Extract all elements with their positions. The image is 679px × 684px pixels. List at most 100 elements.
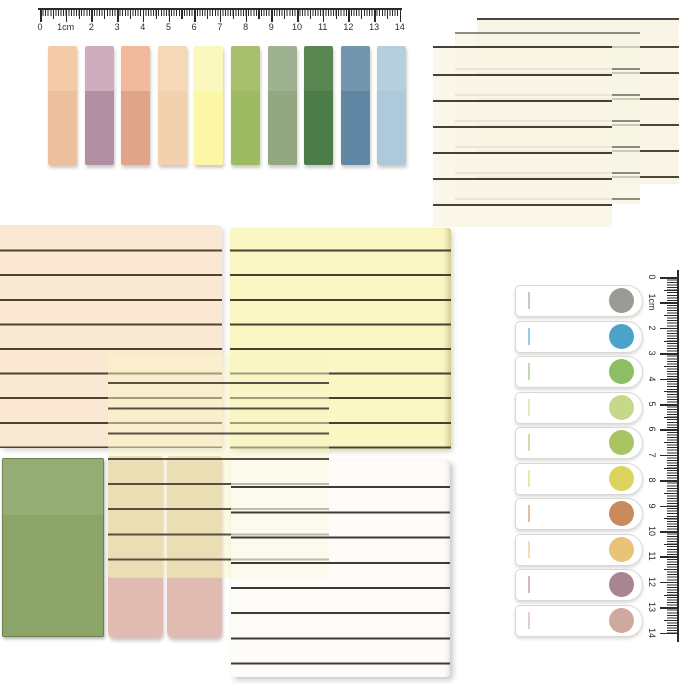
cm-tick — [245, 8, 248, 22]
tab-tick — [528, 398, 530, 416]
cm-tick — [65, 8, 68, 22]
ruler-number: 14 — [647, 627, 657, 638]
ruler-number: 4 — [647, 376, 657, 382]
tab-tick — [528, 434, 530, 451]
half-cm-tick — [664, 492, 677, 495]
cm-tick — [194, 8, 196, 22]
tab-strip-light-tan — [157, 46, 187, 165]
half-cm-tick — [664, 543, 677, 545]
tab-tick — [528, 576, 530, 593]
white-lined-pad — [231, 460, 450, 677]
ruler-number: 12 — [647, 576, 657, 587]
cm-tick — [374, 8, 376, 22]
ruler-number: 0 — [647, 274, 657, 280]
index-tab-dusty-pink — [515, 604, 643, 637]
half-cm-tick — [664, 289, 677, 291]
tab-strip-steel-blue — [340, 46, 370, 165]
ruler-number: 11 — [647, 551, 657, 562]
half-cm-tick — [284, 8, 286, 19]
ruler-number: 1cm — [57, 22, 75, 32]
cm-tick — [660, 378, 677, 381]
half-cm-tick — [664, 365, 677, 368]
cm-tick — [660, 302, 677, 304]
ruler-number: 7 — [647, 452, 657, 458]
cm-tick — [271, 8, 273, 22]
color-dot-icon — [609, 536, 634, 562]
cm-tick — [168, 8, 170, 22]
half-cm-tick — [664, 315, 677, 317]
half-cm-tick — [664, 391, 677, 393]
index-tab-blue — [515, 320, 643, 353]
tab-strip-dark-green — [304, 46, 334, 165]
cm-tick — [322, 8, 325, 22]
ruled-lines — [231, 462, 450, 677]
tab-strip-pale-yellow — [194, 46, 224, 165]
cm-tick — [40, 8, 42, 22]
half-cm-tick — [52, 8, 55, 19]
half-cm-tick — [664, 594, 677, 596]
ruler-number: 5 — [165, 22, 171, 32]
color-tab-strips — [0, 46, 440, 166]
ruler-number: 1cm — [647, 293, 657, 311]
ruler-number: 3 — [647, 350, 657, 356]
ruler-number: 14 — [394, 22, 405, 32]
tab-strip-sage — [267, 46, 297, 165]
ruler-number: 7 — [217, 22, 223, 32]
cm-tick — [660, 607, 677, 609]
ruler-number: 13 — [369, 22, 380, 32]
index-tab-mauve — [515, 569, 643, 601]
ruler-baseline — [677, 270, 679, 642]
cm-tick — [660, 480, 677, 482]
ruler-number: 0 — [37, 22, 43, 32]
cm-tick — [660, 353, 677, 355]
ruler-number: 5 — [647, 401, 657, 407]
index-tab-olive-green — [515, 427, 643, 459]
tab-tick — [528, 469, 530, 487]
cm-tick — [660, 556, 677, 558]
color-dot-icon — [609, 288, 634, 313]
tab-strip-peach — [48, 46, 77, 165]
cm-tick — [660, 632, 677, 635]
cm-tick — [348, 8, 350, 22]
ruler-number: 11 — [318, 22, 328, 32]
index-tab-green — [515, 356, 643, 388]
color-dot-icon — [609, 501, 634, 526]
half-cm-tick — [664, 518, 677, 520]
cm-tick — [660, 327, 677, 330]
cm-tick — [219, 8, 222, 22]
ruler-number: 13 — [647, 602, 657, 613]
half-cm-tick — [78, 8, 80, 19]
ruler-number: 12 — [343, 22, 354, 32]
top-ruler: 0 1cm 2 3 4 5 6 7 8 9 10 11 12 13 14 — [0, 0, 420, 36]
green-pad — [2, 458, 104, 637]
ruler-number: 3 — [114, 22, 120, 32]
tab-tick — [528, 363, 530, 380]
half-cm-tick — [258, 8, 260, 19]
ruler-number: 2 — [88, 22, 94, 32]
index-tab-terracotta — [515, 498, 643, 530]
half-cm-tick — [181, 8, 183, 19]
color-dot-icon — [609, 465, 634, 491]
half-cm-tick — [104, 8, 106, 19]
color-dot-icon — [609, 394, 634, 420]
index-tab-yellow — [515, 462, 643, 495]
half-cm-tick — [361, 8, 363, 19]
ruler-number: 9 — [268, 22, 274, 32]
tab-strip-yellow-green — [231, 46, 260, 165]
ruler-number: 10 — [291, 22, 302, 32]
cm-tick — [91, 8, 93, 22]
tab-tick — [528, 327, 530, 345]
half-cm-tick — [664, 569, 677, 571]
cm-tick — [660, 581, 677, 584]
color-dot-icon — [609, 323, 634, 349]
half-cm-tick — [129, 8, 132, 19]
color-dot-icon — [609, 572, 634, 597]
cm-tick — [660, 454, 677, 457]
color-dot-icon — [609, 430, 634, 455]
half-cm-tick — [664, 442, 677, 444]
tab-tick — [528, 505, 530, 522]
ruler-number: 8 — [243, 22, 249, 32]
tab-tick — [528, 611, 530, 629]
half-cm-tick — [664, 416, 677, 418]
